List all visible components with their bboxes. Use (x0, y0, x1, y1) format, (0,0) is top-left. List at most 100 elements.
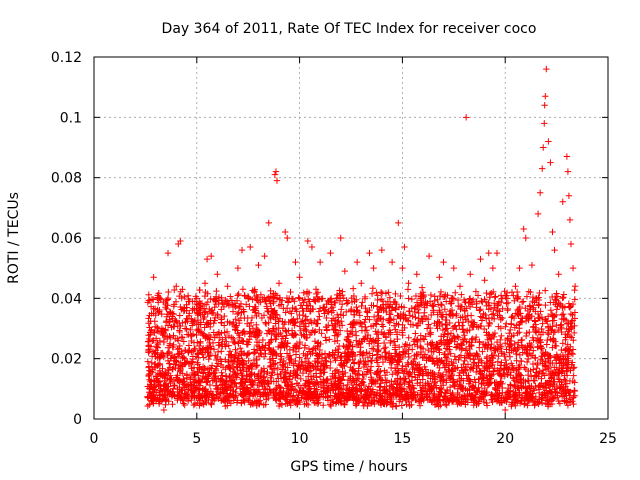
data-point (270, 348, 277, 355)
data-point (332, 389, 339, 397)
data-point (527, 306, 534, 313)
data-point (483, 353, 491, 361)
data-point (562, 336, 569, 343)
data-point (526, 393, 533, 401)
data-point (246, 303, 253, 310)
data-point (329, 315, 337, 322)
data-point (436, 307, 443, 314)
data-point (276, 294, 284, 301)
data-point (413, 337, 421, 344)
data-point (502, 323, 509, 330)
data-point (267, 389, 275, 396)
data-point (214, 348, 222, 356)
data-point (316, 258, 324, 266)
data-point (316, 346, 324, 354)
data-point (431, 390, 438, 398)
data-point (362, 333, 369, 341)
data-point (503, 346, 510, 353)
data-point (493, 249, 501, 257)
data-point (366, 350, 373, 357)
data-point (548, 311, 556, 318)
data-point (257, 291, 265, 298)
data-point (373, 356, 380, 364)
data-point (544, 336, 551, 344)
data-point (539, 165, 546, 172)
data-point (442, 401, 449, 408)
data-point (149, 337, 156, 345)
data-point (273, 311, 281, 319)
data-point (382, 301, 390, 308)
data-point (355, 371, 363, 379)
data-point (245, 357, 252, 365)
data-point (528, 261, 536, 269)
data-point (541, 362, 549, 370)
data-point (199, 350, 206, 358)
data-point (394, 379, 401, 387)
data-point (565, 192, 573, 199)
data-point (356, 351, 364, 358)
data-point (343, 336, 351, 343)
data-point (547, 307, 555, 314)
data-point (275, 280, 283, 287)
data-point (253, 402, 260, 409)
data-point (206, 381, 214, 389)
data-point (406, 384, 414, 392)
data-point (234, 397, 241, 404)
data-point (459, 386, 466, 393)
data-point (495, 381, 503, 388)
data-point (443, 325, 450, 332)
data-point (173, 318, 180, 325)
data-point (400, 349, 408, 356)
data-point (395, 219, 402, 227)
data-point (253, 321, 260, 329)
data-point (450, 379, 458, 386)
data-point (328, 309, 335, 316)
data-point (176, 394, 184, 401)
data-point (446, 319, 453, 327)
data-point (335, 342, 343, 350)
data-point (518, 298, 526, 306)
data-point (316, 313, 323, 320)
data-point (428, 339, 436, 346)
data-point (473, 304, 480, 311)
data-point (570, 337, 577, 344)
data-point (386, 311, 393, 318)
data-point (437, 333, 445, 340)
data-point (181, 307, 188, 314)
data-point (220, 301, 228, 308)
data-point (457, 352, 465, 359)
data-point (444, 292, 451, 299)
data-point (370, 345, 377, 353)
data-point (499, 314, 506, 322)
data-point (290, 344, 297, 351)
data-point (338, 386, 345, 393)
data-point (170, 301, 178, 308)
data-point (304, 401, 312, 409)
data-point (504, 299, 512, 306)
data-point (234, 327, 241, 334)
data-point (380, 386, 388, 394)
data-point (295, 294, 302, 301)
data-point (282, 376, 290, 384)
data-point (425, 330, 433, 338)
data-point (189, 305, 196, 312)
data-point (539, 353, 546, 360)
data-point (288, 381, 296, 388)
data-point (257, 391, 264, 398)
data-point (564, 402, 572, 409)
data-point (350, 397, 357, 404)
data-point (247, 387, 254, 395)
data-point (170, 385, 177, 392)
data-point (253, 328, 260, 335)
data-point (415, 309, 422, 317)
data-point (343, 389, 350, 396)
data-point (450, 264, 457, 272)
data-point (278, 401, 286, 408)
data-point (377, 379, 384, 387)
data-point (517, 357, 525, 365)
data-point (289, 295, 297, 303)
data-point (212, 382, 220, 389)
data-point (433, 400, 440, 408)
data-point (178, 350, 186, 357)
data-point (405, 307, 413, 315)
